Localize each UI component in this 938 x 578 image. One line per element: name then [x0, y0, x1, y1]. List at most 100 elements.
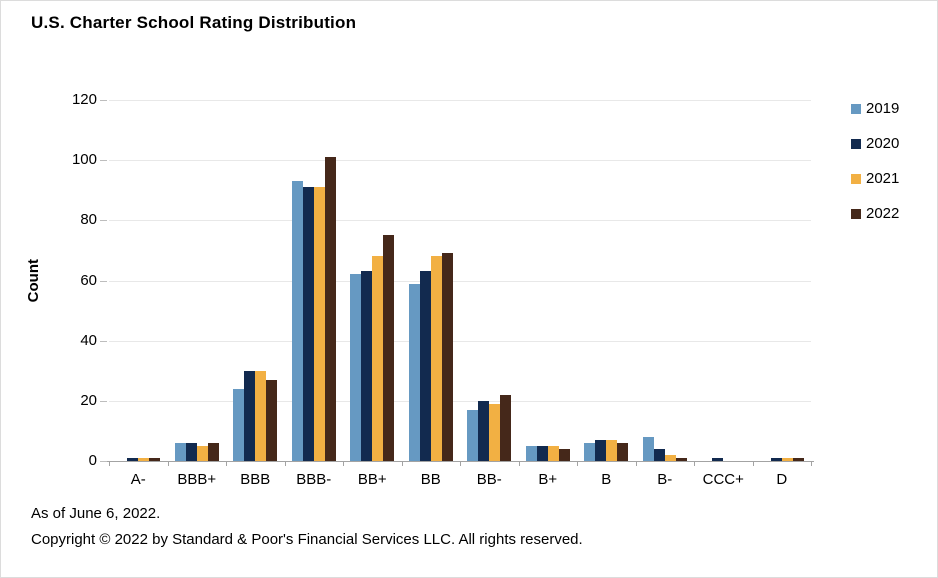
gridline-120	[109, 100, 811, 101]
bar-group-D	[753, 100, 812, 461]
legend-swatch-2019	[851, 103, 861, 114]
bar-2020-BBB-	[302, 187, 314, 461]
bar-2022-D	[792, 458, 804, 461]
bar-2022-BBB+	[207, 442, 219, 461]
footnote-copyright: Copyright © 2022 by Standard & Poor's Fi…	[31, 531, 583, 548]
bar-2022-BB	[441, 253, 453, 461]
bar-2022-B	[617, 442, 629, 461]
y-tick-label-40: 40	[80, 331, 97, 349]
bar-2022-BBB-	[324, 157, 336, 461]
footnote-asof: As of June 6, 2022.	[31, 505, 161, 522]
legend: 2019 2020 2021 2022	[851, 98, 899, 238]
legend-item-2020: 2020	[851, 133, 899, 154]
y-tick-0	[100, 461, 107, 462]
bar-2019-B+	[525, 445, 537, 461]
bar-2022-A-	[149, 458, 161, 461]
gridline-80	[109, 220, 811, 222]
x-category-label-B: B	[601, 471, 612, 488]
y-tick-label-100: 100	[71, 151, 97, 169]
legend-item-2021: 2021	[851, 168, 899, 189]
gridline-60	[109, 280, 811, 282]
legend-swatch-2021	[851, 173, 861, 184]
bar-2022-BBB	[266, 379, 278, 461]
bar-2019-BBB	[233, 388, 245, 461]
x-category-label-BB-: BB-	[476, 471, 502, 488]
x-tick-4	[343, 461, 344, 466]
bar-2019-BB	[408, 283, 420, 461]
x-category-label-BB: BB	[420, 471, 441, 488]
bar-group-BB	[402, 100, 461, 461]
bar-group-BBB-	[285, 100, 344, 461]
bar-2020-B	[595, 439, 607, 461]
bar-group-B+	[519, 100, 578, 461]
x-category-label-BBB+: BBB+	[177, 471, 217, 488]
x-category-label-BB+: BB+	[357, 471, 387, 488]
gridline-100	[109, 160, 811, 162]
legend-label-2020: 2020	[866, 135, 900, 152]
x-tick-3	[284, 461, 286, 466]
bar-2020-BB	[419, 271, 431, 461]
legend-item-2022: 2022	[851, 203, 899, 224]
y-tick-80	[100, 220, 107, 222]
bar-2019-BBB+	[174, 442, 186, 461]
y-axis-tick-labels: 0 20 40 60 80 100 120	[31, 91, 97, 469]
bar-2022-B-	[675, 458, 687, 461]
bar-2020-A-	[127, 458, 139, 461]
bar-2021-BBB	[255, 370, 267, 461]
y-tick-100	[100, 160, 107, 162]
bar-2021-BB-	[489, 403, 501, 461]
bar-2020-B+	[536, 445, 548, 461]
bar-2019-BB+	[350, 274, 362, 461]
y-tick-40	[100, 340, 107, 342]
bar-group-BBB+	[168, 100, 227, 461]
x-tick-0	[109, 461, 110, 466]
bar-2021-BBB+	[196, 445, 208, 461]
bar-2022-BB-	[500, 394, 512, 461]
x-category-label-D: D	[776, 471, 788, 488]
bar-2021-B-	[664, 454, 676, 461]
x-category-label-CCC+: CCC+	[702, 471, 744, 488]
y-tick-label-20: 20	[80, 391, 97, 409]
x-category-label-B-: B-	[657, 471, 673, 488]
x-category-label-BBB: BBB	[240, 471, 271, 488]
bar-2019-BB-	[467, 409, 479, 461]
y-tick-label-60: 60	[80, 271, 97, 289]
x-tick-9	[635, 461, 637, 466]
bar-2022-BB+	[383, 235, 395, 461]
legend-swatch-2022	[851, 208, 861, 219]
bar-2019-BBB-	[291, 181, 303, 461]
bar-group-BB+	[343, 100, 402, 461]
bar-group-BB-	[460, 100, 519, 461]
x-tick-7	[518, 461, 520, 466]
x-tick-2	[226, 461, 227, 466]
x-category-label-B+: B+	[538, 471, 558, 488]
x-tick-1	[167, 461, 169, 466]
bar-2021-D	[781, 458, 793, 461]
legend-label-2021: 2021	[866, 170, 900, 187]
y-tick-20	[100, 400, 107, 402]
x-tick-5	[401, 461, 403, 466]
bar-2019-B	[584, 442, 596, 461]
x-tick-12	[811, 461, 812, 466]
bar-2020-D	[770, 458, 782, 461]
bar-2020-BB+	[361, 271, 373, 461]
gridline-40	[109, 340, 811, 342]
bar-2021-A-	[138, 458, 150, 461]
legend-item-2019: 2019	[851, 98, 899, 119]
y-tick-120	[100, 100, 107, 101]
bar-2020-CCC+	[712, 458, 724, 461]
gridline-20	[109, 400, 811, 402]
bar-2021-B	[606, 439, 618, 461]
chart-title: U.S. Charter School Rating Distribution	[31, 13, 357, 32]
x-tick-10	[694, 461, 695, 466]
x-tick-8	[577, 461, 578, 466]
x-category-label-A-: A-	[130, 471, 146, 488]
bar-group-B-	[636, 100, 695, 461]
legend-label-2022: 2022	[866, 205, 900, 222]
bar-group-BBB	[226, 100, 285, 461]
bar-group-B	[577, 100, 636, 461]
y-tick-60	[100, 280, 107, 282]
bar-2020-B-	[653, 448, 665, 461]
bar-2021-BBB-	[313, 187, 325, 461]
